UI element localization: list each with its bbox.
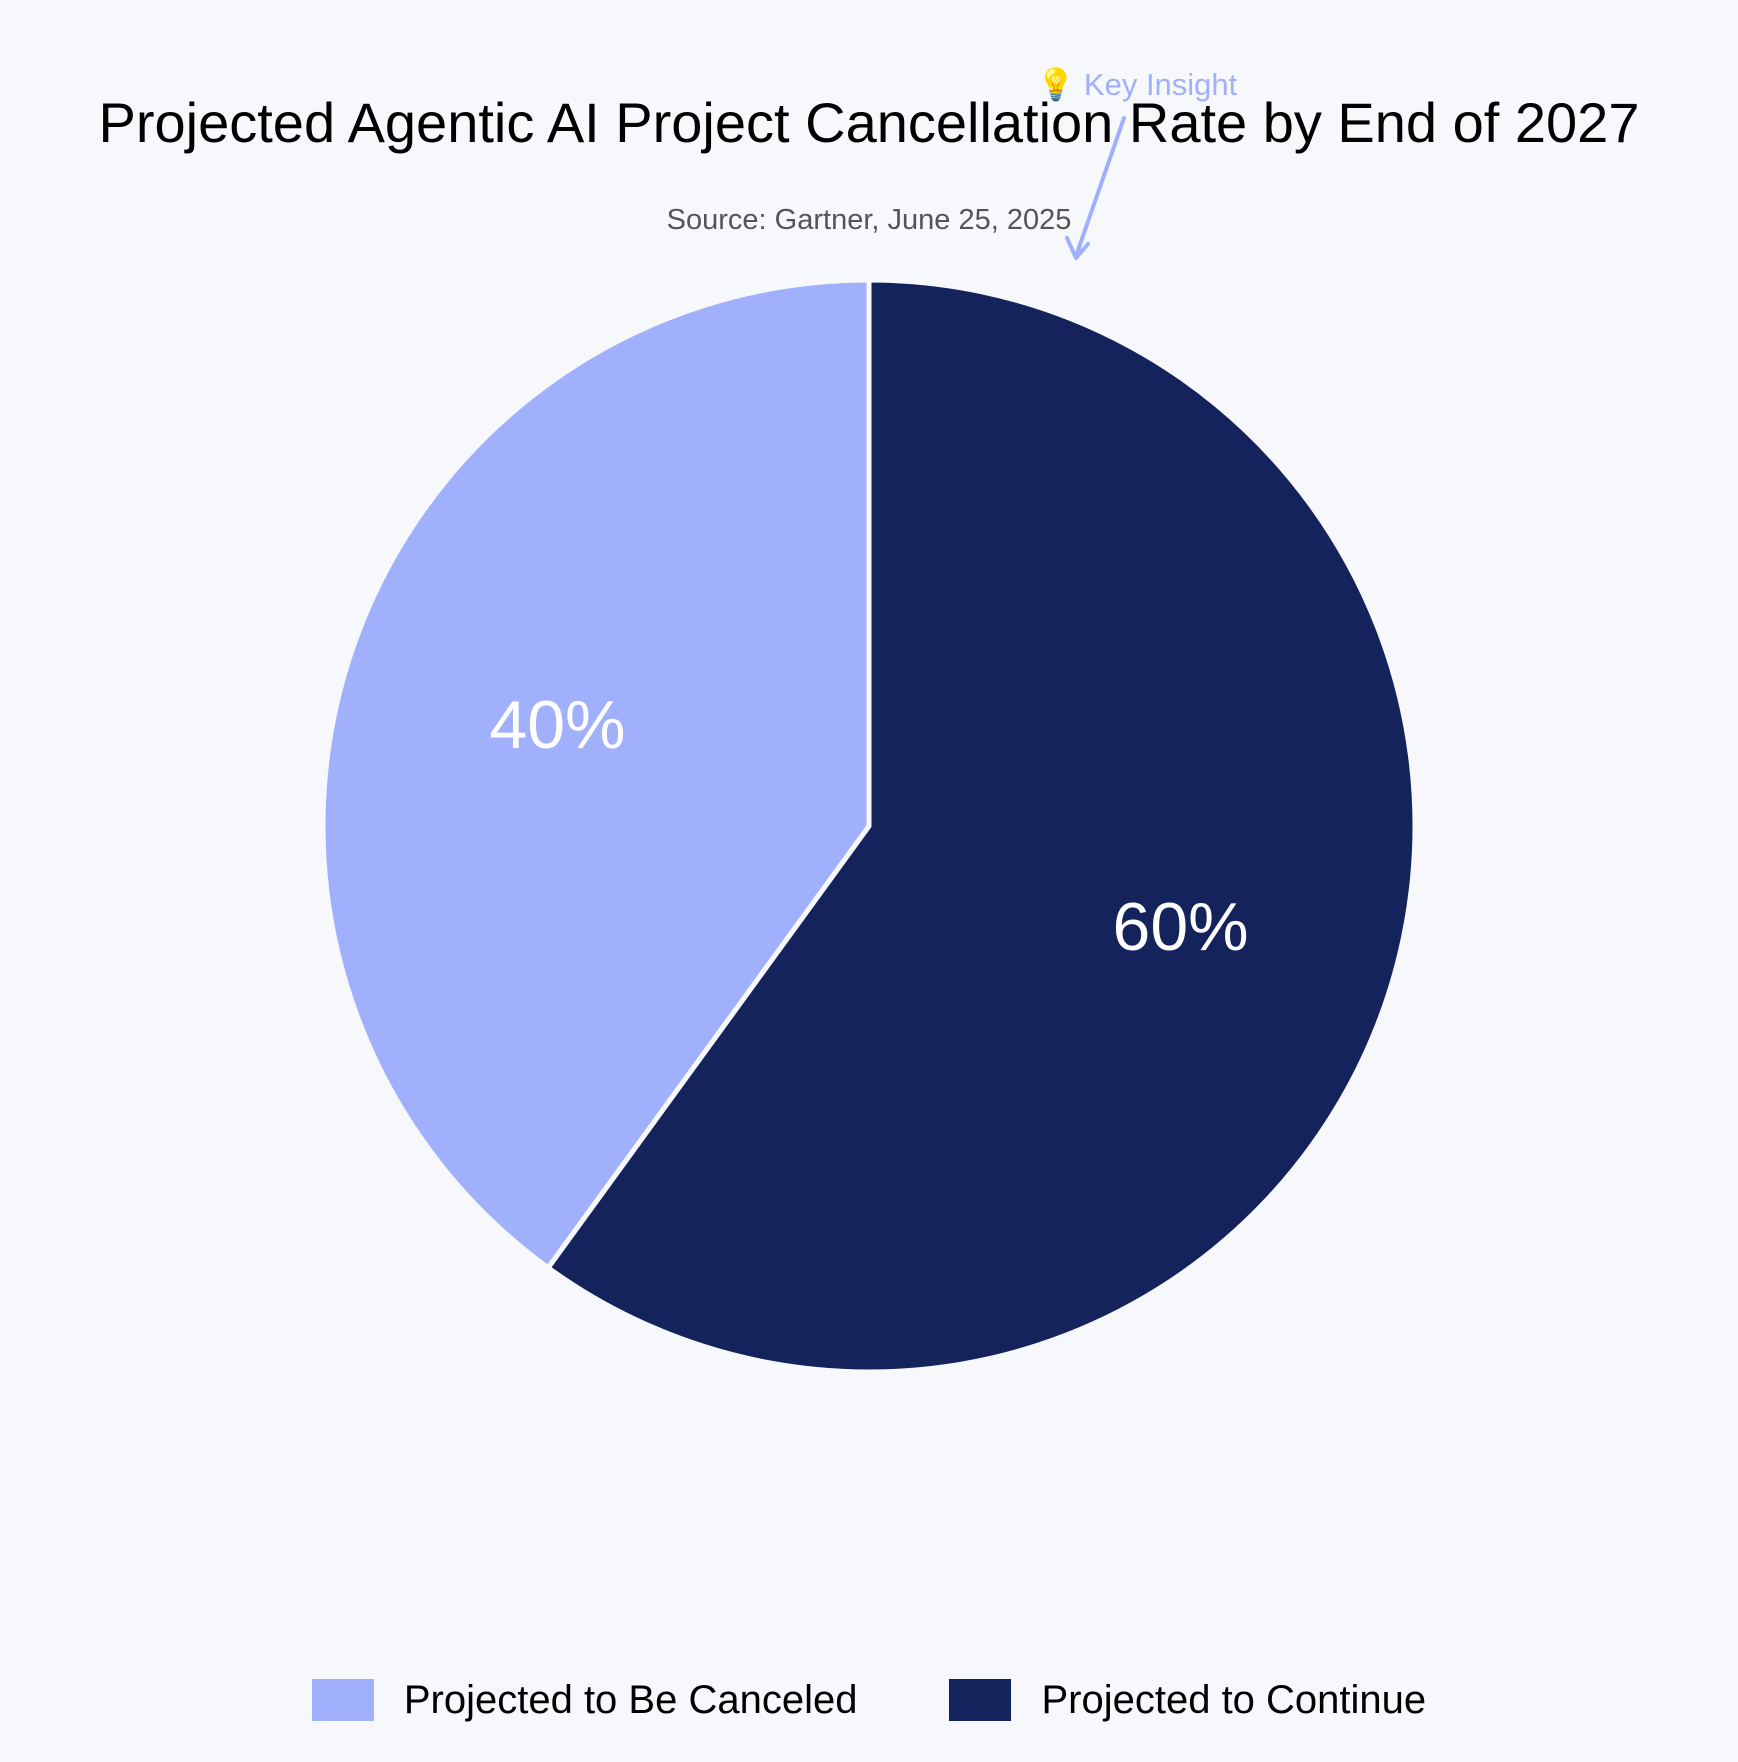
- legend-swatch-continue: [949, 1679, 1012, 1721]
- legend-item-canceled[interactable]: Projected to Be Canceled: [311, 1677, 858, 1723]
- annotation-text: 💡 Key Insight: [1037, 66, 1238, 102]
- annotation-arrow-line: [1074, 116, 1126, 258]
- pie-slice-labels: 60% 40%: [489, 687, 1248, 965]
- slice-label-projected-to-continue: 60%: [1113, 889, 1249, 965]
- pie-slice-projected-to-be-canceled[interactable]: [320, 277, 872, 1271]
- legend-item-continue[interactable]: Projected to Continue: [949, 1678, 1426, 1723]
- annotation-arrow-head: [1065, 236, 1090, 260]
- legend-label-continue: Projected to Continue: [1041, 1677, 1427, 1722]
- pie-slices: [320, 277, 1418, 1375]
- key-insight-annotation: 💡 Key Insight: [1037, 66, 1238, 260]
- legend-swatch-canceled: [311, 1679, 374, 1721]
- legend-label-canceled: Projected to Be Canceled: [403, 1677, 858, 1722]
- chart-legend: Projected to Be Canceled Projected to Co…: [0, 1670, 1738, 1730]
- chart-title: Projected Agentic AI Project Cancellatio…: [99, 91, 1640, 154]
- slice-label-projected-to-be-canceled: 40%: [489, 687, 625, 763]
- chart-subtitle: Source: Gartner, June 25, 2025: [667, 204, 1072, 236]
- pie-slice-projected-to-continue[interactable]: [545, 277, 1418, 1375]
